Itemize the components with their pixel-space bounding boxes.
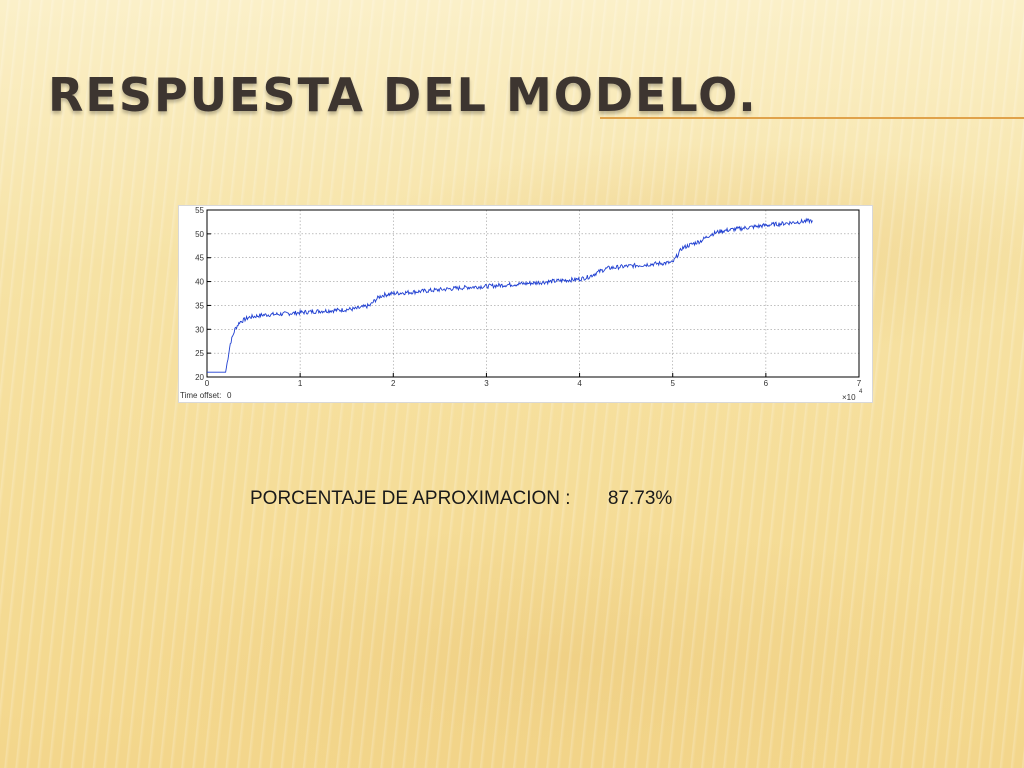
x-tick-label: 7 bbox=[857, 379, 862, 388]
series-line bbox=[207, 217, 813, 373]
chart-series bbox=[207, 217, 813, 373]
y-tick-label: 25 bbox=[195, 349, 204, 358]
y-tick-label: 30 bbox=[195, 325, 204, 334]
chart-grid bbox=[206, 209, 860, 378]
x-multiplier-exponent: 4 bbox=[859, 389, 863, 395]
y-tick-label: 45 bbox=[195, 254, 204, 263]
y-tick-label: 50 bbox=[195, 230, 204, 239]
time-offset-value: 0 bbox=[227, 391, 232, 400]
x-tick-label: 6 bbox=[764, 379, 769, 388]
x-tick-label: 0 bbox=[205, 379, 210, 388]
y-tick-label: 55 bbox=[195, 206, 204, 215]
x-tick-label: 3 bbox=[484, 379, 489, 388]
approximation-result: PORCENTAJE DE APROXIMACION : 87.73% bbox=[250, 488, 672, 510]
plot-area bbox=[206, 209, 860, 378]
response-chart: 0 1 2 3 4 5 6 7 20 25 30 35 40 45 50 55 Time offset: 0 … bbox=[178, 205, 873, 403]
page-title: RESPUESTA DEL MODELO. bbox=[48, 68, 758, 122]
x-tick-label: 2 bbox=[391, 379, 396, 388]
y-tick-label: 35 bbox=[195, 301, 204, 310]
x-multiplier-label: ×10 bbox=[842, 393, 856, 402]
time-offset-label: Time offset: bbox=[180, 391, 221, 400]
approximation-label: PORCENTAJE DE APROXIMACION : bbox=[250, 488, 571, 509]
approximation-value: 87.73% bbox=[607, 488, 673, 509]
x-tick-label: 1 bbox=[298, 379, 303, 388]
x-tick-label: 5 bbox=[670, 379, 675, 388]
x-tick-label: 4 bbox=[577, 379, 582, 388]
y-tick-label: 20 bbox=[195, 373, 204, 382]
y-tick-label: 40 bbox=[195, 278, 204, 287]
title-rule bbox=[600, 117, 1024, 119]
